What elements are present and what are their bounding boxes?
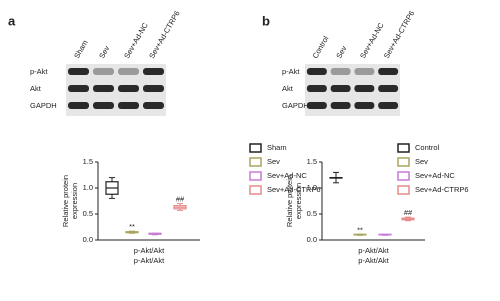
blot-band (354, 102, 375, 109)
y-tick-label: 1.5 (83, 157, 93, 166)
legend-label: Sham (267, 143, 287, 152)
lane-label: Sham (72, 39, 90, 60)
legend-label: Control (415, 143, 440, 152)
legend-swatch (397, 185, 410, 195)
legend-label: Sev (267, 157, 280, 166)
legend-label: Sev+Ad-NC (267, 171, 307, 180)
blot-band (354, 85, 375, 92)
y-axis-label: Relative protein (285, 175, 294, 227)
y-axis-label: expression (294, 183, 303, 219)
lane-label: Sev+Ad-NC (122, 21, 150, 60)
legend-swatch (249, 185, 262, 195)
legend-swatch (397, 157, 410, 167)
lane-label: Sev (97, 44, 111, 60)
blot-band (330, 68, 351, 75)
legend-swatch (249, 157, 262, 167)
row-label: Akt (282, 84, 294, 93)
blot-band (93, 102, 114, 109)
legend-swatch (397, 171, 410, 181)
y-axis-label: Relative protein (61, 175, 70, 227)
y-tick-label: 0.0 (307, 235, 317, 244)
lane-label: Control (311, 34, 331, 60)
annotation: ** (357, 225, 363, 234)
legend-swatch (249, 143, 262, 153)
y-tick-label: 0.0 (83, 235, 93, 244)
blot-band (93, 85, 114, 92)
blot-band (118, 68, 139, 75)
y-axis-label: expression (70, 183, 79, 219)
blot-band (354, 68, 375, 75)
legend-swatch (249, 171, 262, 181)
x-axis-label: p-Akt/Akt (358, 256, 389, 265)
legend-swatch (397, 143, 410, 153)
row-label: Akt (30, 84, 42, 93)
blot-band (330, 85, 351, 92)
blot-band (306, 68, 327, 75)
row-label: p-Akt (282, 67, 300, 76)
annotation: ## (176, 195, 185, 204)
blot-band (143, 102, 164, 109)
blot-band (330, 102, 351, 109)
blot-band (68, 85, 89, 92)
blot-band (143, 85, 164, 92)
blot-band (93, 68, 114, 75)
legend-label: Sev+Ad-CTRP6 (415, 185, 469, 194)
y-tick-label: 0.5 (307, 209, 317, 218)
x-tick-label: p-Akt/Akt (134, 246, 165, 255)
blot-band (306, 102, 327, 109)
blot-band (68, 68, 89, 75)
legend-label: Sev (415, 157, 428, 166)
y-tick-label: 1.0 (83, 183, 93, 192)
blot-band (143, 68, 164, 75)
blot-band (68, 102, 89, 109)
blot-band (306, 85, 327, 92)
y-tick-label: 1.5 (307, 157, 317, 166)
row-label: GAPDH (282, 101, 309, 110)
panel-label: b (262, 13, 270, 28)
lane-label: Sev+Ad-CTRP6 (382, 9, 417, 60)
blot-band (118, 102, 139, 109)
legend-label: Sev+Ad-NC (415, 171, 455, 180)
annotation: ** (129, 222, 135, 231)
row-label: GAPDH (30, 101, 57, 110)
legend-label: Sev+Ad-CTRP6 (267, 185, 321, 194)
x-axis-label: p-Akt/Akt (134, 256, 165, 265)
lane-label: Sev (334, 44, 348, 60)
blot-band (378, 102, 399, 109)
panel-label: a (8, 13, 16, 28)
row-label: p-Akt (30, 67, 48, 76)
lane-label: Sev+Ad-CTRP6 (147, 9, 182, 60)
blot-band (378, 68, 399, 75)
blot-band (378, 85, 399, 92)
y-tick-label: 0.5 (83, 209, 93, 218)
annotation: ## (404, 208, 413, 217)
y-tick-label: 1.0 (307, 183, 317, 192)
x-tick-label: p-Akt/Akt (358, 246, 389, 255)
blot-band (118, 85, 139, 92)
